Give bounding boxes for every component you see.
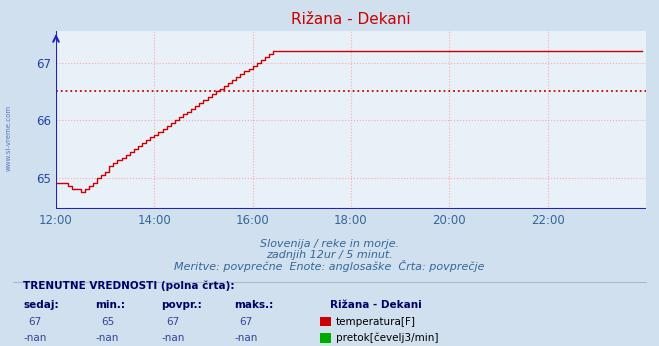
Text: -nan: -nan [96, 333, 119, 343]
Text: -nan: -nan [161, 333, 185, 343]
Text: min.:: min.: [96, 300, 126, 310]
Text: zadnjih 12ur / 5 minut.: zadnjih 12ur / 5 minut. [266, 250, 393, 260]
Text: www.si-vreme.com: www.si-vreme.com [5, 105, 12, 172]
Text: pretok[čevelj3/min]: pretok[čevelj3/min] [336, 333, 439, 343]
Text: 65: 65 [101, 317, 114, 327]
Text: 67: 67 [239, 317, 252, 327]
Text: Meritve: povprečne  Enote: anglosaške  Črta: povprečje: Meritve: povprečne Enote: anglosaške Črt… [174, 260, 485, 272]
Text: maks.:: maks.: [234, 300, 273, 310]
Text: temperatura[F]: temperatura[F] [336, 317, 416, 327]
Text: sedaj:: sedaj: [23, 300, 59, 310]
Text: -nan: -nan [234, 333, 258, 343]
Text: 67: 67 [28, 317, 42, 327]
Text: Rižana - Dekani: Rižana - Dekani [330, 300, 421, 310]
Title: Rižana - Dekani: Rižana - Dekani [291, 12, 411, 27]
Text: -nan: -nan [23, 333, 47, 343]
Text: TRENUTNE VREDNOSTI (polna črta):: TRENUTNE VREDNOSTI (polna črta): [23, 280, 235, 291]
Text: povpr.:: povpr.: [161, 300, 202, 310]
Text: 67: 67 [167, 317, 180, 327]
Text: Slovenija / reke in morje.: Slovenija / reke in morje. [260, 239, 399, 249]
